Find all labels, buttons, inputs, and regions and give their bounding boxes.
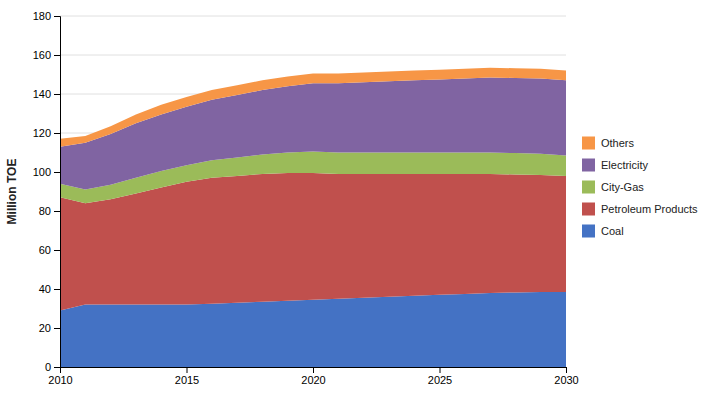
tick-mark: [187, 367, 188, 373]
tick-mark: [566, 367, 567, 373]
legend-item: Others: [582, 137, 635, 150]
tick-label: 2020: [301, 374, 325, 386]
tick: 2015: [175, 367, 199, 386]
tick-label: 180: [33, 10, 51, 22]
tick-mark: [54, 367, 60, 368]
tick: 20: [39, 322, 60, 334]
tick-mark: [54, 250, 60, 251]
tick: 180: [33, 10, 60, 22]
tick-mark: [54, 55, 60, 56]
tick: 2030: [554, 367, 578, 386]
tick-label: 20: [39, 322, 51, 334]
tick-mark: [54, 289, 60, 290]
tick-label: 2030: [554, 374, 578, 386]
tick-mark: [54, 94, 60, 95]
legend-label: Electricity: [601, 159, 649, 171]
tick-label: 120: [33, 127, 51, 139]
y-axis-title: Million TOE: [5, 159, 19, 225]
tick: 140: [33, 88, 60, 100]
legend-swatch: [582, 203, 595, 216]
tick: 80: [39, 205, 60, 217]
tick: 40: [39, 283, 60, 295]
tick-mark: [54, 133, 60, 134]
tick: 120: [33, 127, 60, 139]
tick-mark: [54, 16, 60, 17]
tick: 2010: [48, 367, 72, 386]
tick: 2020: [301, 367, 325, 386]
tick: 0: [45, 361, 60, 373]
legend-swatch: [582, 225, 595, 238]
tick-mark: [54, 172, 60, 173]
grid-line: [60, 55, 566, 56]
areas: [60, 68, 566, 367]
area: [60, 77, 566, 189]
legend-swatch: [582, 181, 595, 194]
tick: 160: [33, 49, 60, 61]
legend-label: Coal: [601, 225, 624, 237]
tick: 100: [33, 166, 60, 178]
legend-swatch: [582, 159, 595, 172]
legend-item: City-Gas: [582, 181, 644, 194]
legend-label: City-Gas: [601, 181, 644, 193]
tick: 60: [39, 244, 60, 256]
tick-label: 140: [33, 88, 51, 100]
tick-label: 80: [39, 205, 51, 217]
legend-item: Electricity: [582, 159, 649, 172]
area: [60, 68, 566, 147]
x-axis: 2010 2015 2020 2025 2030: [48, 367, 578, 386]
chart: 2010 2015 2020 2025 2030 0 20 40 60 80 100 120 140 16…: [0, 0, 726, 401]
tick: 2025: [428, 367, 452, 386]
tick-mark: [440, 367, 441, 373]
tick-label: 60: [39, 244, 51, 256]
grid: [60, 16, 566, 367]
tick-label: 2015: [175, 374, 199, 386]
tick-mark: [313, 367, 314, 373]
tick-label: 100: [33, 166, 51, 178]
axis-line: [54, 17, 61, 368]
tick-mark: [54, 211, 60, 212]
axis-line: [61, 368, 567, 374]
tick-label: 40: [39, 283, 51, 295]
legend-item: Petroleum Products: [582, 203, 698, 216]
legend-label: Petroleum Products: [601, 203, 698, 215]
tick-label: 2025: [428, 374, 452, 386]
tick-label: 160: [33, 49, 51, 61]
legend-swatch: [582, 137, 595, 150]
area: [60, 173, 566, 310]
tick-mark: [54, 328, 60, 329]
legend-item: Coal: [582, 225, 624, 238]
tick-label: 2010: [48, 374, 72, 386]
y-axis: 0 20 40 60 80 100 120 140 160 180: [33, 10, 61, 373]
tick-label: 0: [45, 361, 51, 373]
legend: Others Electricity City-Gas Petroleum Produ…: [582, 137, 698, 238]
plot: 2010 2015 2020 2025 2030 0 20 40 60 80 100 120 140 16…: [33, 10, 579, 386]
legend-label: Others: [601, 137, 635, 149]
grid-line: [60, 16, 566, 17]
